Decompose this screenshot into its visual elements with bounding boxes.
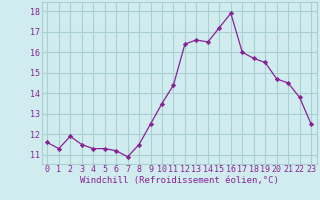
X-axis label: Windchill (Refroidissement éolien,°C): Windchill (Refroidissement éolien,°C) (80, 176, 279, 185)
